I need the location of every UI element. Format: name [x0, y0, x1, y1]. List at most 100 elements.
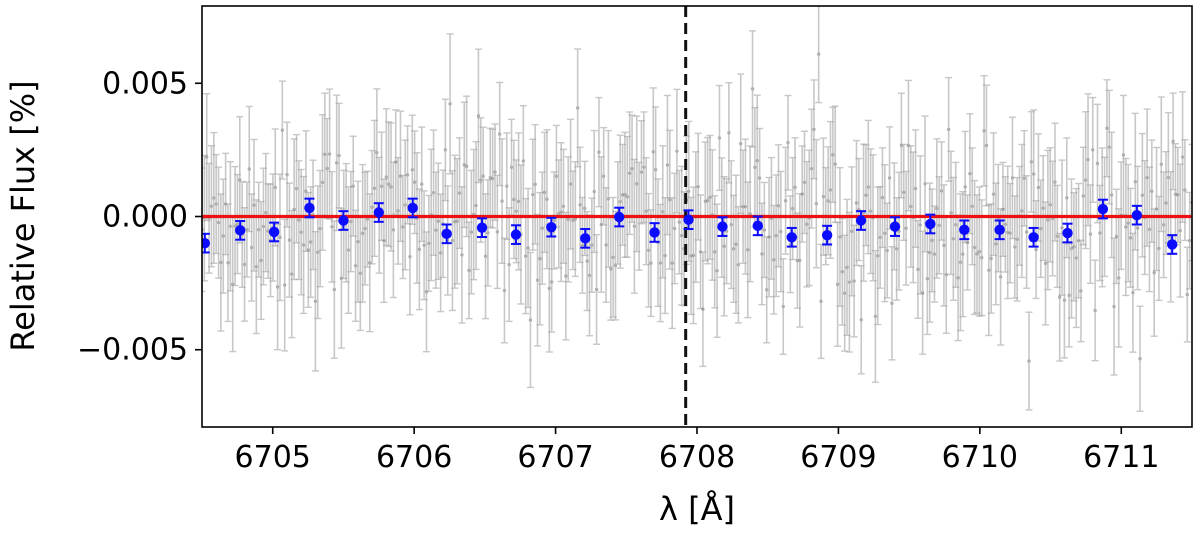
- raw-point: [1037, 179, 1045, 279]
- raw-point: [415, 188, 423, 311]
- binned-point: [614, 206, 625, 228]
- raw-point: [446, 33, 454, 175]
- raw-point: [430, 129, 438, 256]
- raw-point: [245, 105, 253, 233]
- raw-point: [864, 119, 872, 255]
- raw-point: [933, 138, 941, 279]
- raw-point: [784, 94, 792, 191]
- binned-point: [1131, 204, 1143, 226]
- raw-point: [401, 139, 409, 271]
- y-axis-ticks: −0.005 0.000 0.005: [77, 66, 202, 368]
- binned-point: [373, 202, 384, 223]
- raw-point: [467, 169, 475, 295]
- raw-point: [1072, 187, 1080, 329]
- raw-point: [808, 108, 816, 229]
- binned-point: [683, 209, 694, 231]
- raw-point: [418, 126, 426, 243]
- binned-point: [304, 197, 315, 219]
- raw-point: [978, 199, 986, 317]
- raw-point: [281, 218, 289, 352]
- raw-point: [335, 102, 343, 209]
- raw-point: [593, 233, 601, 345]
- raw-point: [363, 170, 371, 268]
- raw-point: [219, 178, 227, 294]
- binned-point: [476, 217, 488, 239]
- raw-point: [344, 186, 352, 314]
- x-tick-label: 6710: [942, 440, 1018, 475]
- raw-point: [628, 114, 636, 223]
- raw-point: [760, 181, 768, 279]
- raw-point: [836, 167, 844, 307]
- raw-point: [233, 173, 241, 275]
- raw-point: [616, 134, 624, 269]
- binned-point: [959, 219, 970, 241]
- binned-point: [1167, 234, 1178, 255]
- binned-point: [1028, 226, 1039, 248]
- raw-point: [871, 249, 879, 383]
- raw-point: [434, 162, 442, 280]
- x-tick-label: 6708: [659, 440, 735, 475]
- binned-point: [821, 224, 833, 246]
- raw-point: [562, 211, 570, 341]
- raw-point: [860, 143, 868, 282]
- raw-point: [938, 141, 946, 241]
- raw-point: [1025, 311, 1033, 411]
- raw-point: [834, 221, 842, 347]
- raw-point: [385, 121, 393, 248]
- raw-point: [389, 161, 397, 299]
- raw-point: [557, 142, 565, 283]
- raw-point: [926, 182, 934, 323]
- binned-point: [441, 223, 452, 245]
- raw-point: [1127, 187, 1135, 288]
- raw-point: [1124, 163, 1132, 283]
- raw-point: [883, 202, 891, 299]
- raw-point: [949, 176, 957, 301]
- raw-point: [720, 175, 728, 317]
- raw-point: [259, 167, 267, 286]
- raw-point: [370, 119, 378, 258]
- raw-point: [498, 138, 506, 265]
- raw-point: [550, 171, 558, 270]
- raw-point: [578, 196, 586, 294]
- x-tick-label: 6711: [1083, 440, 1159, 475]
- raw-point: [1065, 243, 1073, 348]
- raw-point: [1006, 182, 1014, 284]
- binned-point: [407, 197, 418, 219]
- raw-point: [1122, 157, 1130, 297]
- raw-point: [1103, 79, 1111, 178]
- raw-point: [758, 202, 766, 306]
- raw-point: [359, 163, 367, 303]
- raw-point: [453, 157, 461, 285]
- raw-point: [311, 230, 319, 372]
- raw-point: [727, 160, 735, 290]
- raw-point: [297, 168, 305, 296]
- raw-point: [1067, 178, 1075, 319]
- raw-point: [848, 166, 856, 297]
- raw-point: [838, 217, 846, 326]
- raw-point: [812, 138, 820, 269]
- raw-point: [1112, 188, 1120, 285]
- raw-point: [224, 203, 232, 323]
- raw-point: [1115, 208, 1123, 348]
- raw-point: [1091, 259, 1099, 362]
- raw-point: [668, 197, 676, 330]
- raw-point: [463, 95, 471, 238]
- raw-point: [725, 82, 733, 184]
- binned-point: [786, 226, 797, 248]
- raw-point: [626, 111, 634, 236]
- raw-point: [881, 164, 889, 303]
- raw-point: [295, 160, 303, 281]
- raw-point: [857, 265, 865, 375]
- x-tick-label: 6707: [517, 440, 593, 475]
- raw-point: [444, 185, 452, 296]
- binned-point: [580, 228, 591, 249]
- raw-point: [923, 222, 931, 336]
- binned-point: [752, 215, 764, 237]
- x-axis-ticks: 6705 6706 6707 6708 6709 6710 6711: [235, 427, 1159, 475]
- binned-point: [546, 216, 557, 238]
- raw-point: [663, 94, 671, 236]
- raw-point: [1089, 96, 1097, 203]
- raw-point: [489, 128, 497, 229]
- raw-point: [288, 209, 296, 339]
